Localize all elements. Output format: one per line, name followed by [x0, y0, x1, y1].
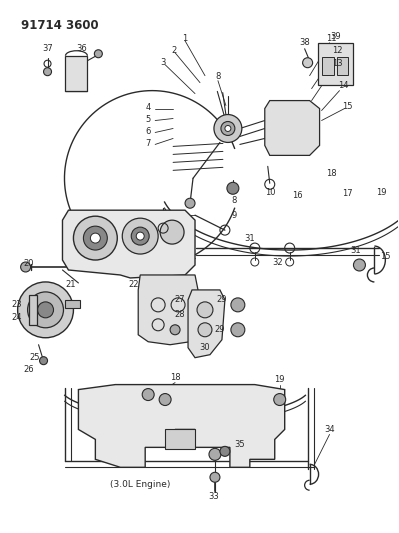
Text: 6: 6: [146, 127, 151, 136]
Text: 14: 14: [338, 81, 349, 90]
Text: 34: 34: [324, 425, 335, 434]
Polygon shape: [188, 290, 225, 358]
Text: 7: 7: [146, 139, 151, 148]
Bar: [65, 300, 81, 308]
Circle shape: [43, 68, 51, 76]
Text: 18: 18: [326, 169, 337, 178]
Text: 33: 33: [209, 492, 219, 500]
Circle shape: [159, 393, 171, 406]
Text: 39: 39: [330, 33, 341, 41]
Circle shape: [231, 323, 245, 337]
Circle shape: [225, 125, 231, 132]
Circle shape: [91, 233, 100, 243]
Circle shape: [95, 50, 102, 58]
Text: 12: 12: [332, 46, 343, 55]
Circle shape: [136, 232, 144, 240]
Circle shape: [198, 323, 212, 337]
Circle shape: [122, 218, 158, 254]
Polygon shape: [63, 210, 195, 278]
Circle shape: [227, 182, 239, 194]
Circle shape: [160, 220, 184, 244]
Text: 15: 15: [342, 102, 353, 111]
Circle shape: [209, 448, 221, 461]
Text: 36: 36: [76, 44, 87, 53]
Bar: [322, 56, 334, 75]
Text: 23: 23: [11, 301, 22, 309]
Text: 15: 15: [380, 252, 391, 261]
Bar: [29, 295, 37, 325]
Circle shape: [210, 472, 220, 482]
Text: 9: 9: [231, 211, 237, 220]
Circle shape: [354, 259, 365, 271]
Text: 22: 22: [128, 280, 138, 289]
Text: 29: 29: [217, 295, 227, 304]
Bar: [336, 56, 348, 75]
Bar: [65, 56, 87, 91]
Text: 91714 3600: 91714 3600: [21, 19, 98, 32]
Text: 1: 1: [182, 34, 188, 43]
Circle shape: [142, 389, 154, 400]
Text: 26: 26: [23, 365, 34, 374]
Text: 21: 21: [65, 280, 76, 289]
Text: 27: 27: [175, 295, 186, 304]
Circle shape: [83, 226, 107, 250]
Text: 16: 16: [292, 191, 303, 200]
Text: 30: 30: [200, 343, 210, 352]
Polygon shape: [138, 275, 198, 345]
Circle shape: [18, 282, 73, 338]
Polygon shape: [165, 430, 195, 449]
Text: 38: 38: [299, 38, 310, 47]
Text: (3.0L Engine): (3.0L Engine): [110, 480, 171, 489]
Circle shape: [214, 115, 242, 142]
Circle shape: [197, 302, 213, 318]
Text: 35: 35: [235, 440, 245, 449]
Text: 4: 4: [146, 103, 151, 112]
Text: 13: 13: [332, 59, 343, 68]
Text: 24: 24: [12, 313, 22, 322]
Text: 31: 31: [350, 246, 361, 255]
Circle shape: [21, 262, 31, 272]
Circle shape: [221, 122, 235, 135]
Circle shape: [28, 292, 63, 328]
Text: 5: 5: [146, 115, 151, 124]
Text: 10: 10: [265, 188, 276, 197]
Text: 31: 31: [245, 233, 255, 243]
Text: 11: 11: [326, 34, 337, 43]
Circle shape: [38, 302, 53, 318]
Circle shape: [274, 393, 286, 406]
Text: 17: 17: [342, 189, 353, 198]
Circle shape: [185, 198, 195, 208]
Text: 32: 32: [273, 257, 283, 266]
Circle shape: [220, 446, 230, 456]
Circle shape: [302, 58, 312, 68]
Polygon shape: [265, 101, 320, 156]
Polygon shape: [79, 385, 285, 467]
Circle shape: [231, 298, 245, 312]
Text: 19: 19: [275, 375, 285, 384]
Text: 2: 2: [172, 46, 177, 55]
Circle shape: [170, 325, 180, 335]
Text: 25: 25: [29, 353, 40, 362]
Text: 20: 20: [24, 259, 34, 268]
Text: 8: 8: [215, 72, 221, 81]
Text: 29: 29: [215, 325, 225, 334]
Text: 8: 8: [231, 196, 237, 205]
Bar: [318, 43, 354, 85]
Text: 3: 3: [160, 58, 166, 67]
Circle shape: [40, 357, 47, 365]
Text: 18: 18: [170, 373, 180, 382]
Circle shape: [131, 227, 149, 245]
Text: 19: 19: [376, 188, 387, 197]
Text: 28: 28: [175, 310, 186, 319]
Circle shape: [73, 216, 117, 260]
Text: 37: 37: [42, 44, 53, 53]
